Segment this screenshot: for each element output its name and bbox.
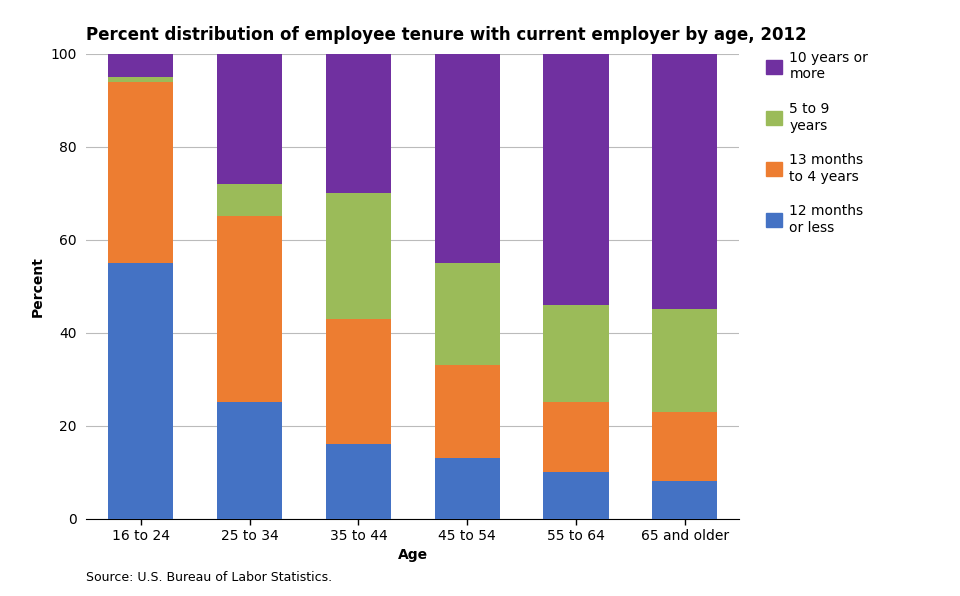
- Bar: [108, 77, 174, 82]
- Bar: [217, 216, 282, 402]
- Bar: [435, 54, 500, 263]
- Bar: [543, 305, 609, 402]
- Bar: [652, 54, 717, 309]
- Bar: [217, 184, 282, 216]
- Bar: [325, 193, 391, 319]
- Bar: [652, 412, 717, 482]
- Bar: [325, 444, 391, 519]
- Bar: [108, 54, 174, 77]
- Bar: [217, 54, 282, 184]
- Text: Source: U.S. Bureau of Labor Statistics.: Source: U.S. Bureau of Labor Statistics.: [86, 571, 332, 584]
- Bar: [325, 54, 391, 193]
- Bar: [435, 365, 500, 458]
- X-axis label: Age: Age: [397, 548, 428, 563]
- Bar: [543, 402, 609, 472]
- Bar: [652, 309, 717, 412]
- Bar: [217, 402, 282, 519]
- Y-axis label: Percent: Percent: [31, 256, 45, 316]
- Bar: [435, 263, 500, 365]
- Bar: [543, 54, 609, 305]
- Bar: [543, 472, 609, 519]
- Bar: [325, 319, 391, 444]
- Legend: 10 years or
more, 5 to 9
years, 13 months
to 4 years, 12 months
or less: 10 years or more, 5 to 9 years, 13 month…: [766, 51, 868, 235]
- Bar: [652, 482, 717, 519]
- Bar: [435, 458, 500, 519]
- Bar: [108, 263, 174, 519]
- Text: Percent distribution of employee tenure with current employer by age, 2012: Percent distribution of employee tenure …: [86, 26, 807, 44]
- Bar: [108, 82, 174, 263]
